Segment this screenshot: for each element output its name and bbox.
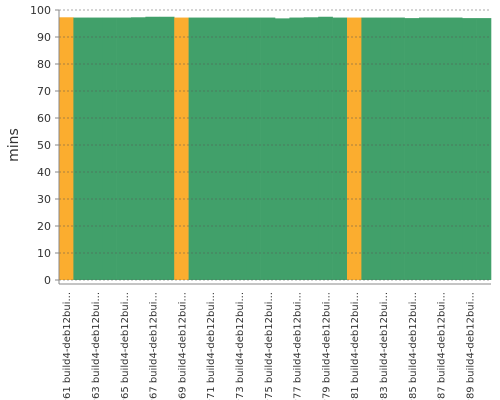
y-tick-label: 50: [37, 139, 51, 152]
area-segment: [231, 17, 247, 281]
area-segment: [303, 17, 319, 280]
x-tick-label: #81 build4-deb12bui...: [350, 292, 361, 400]
area-segment: [476, 18, 492, 280]
area-segment: [390, 17, 405, 281]
area-segment: [217, 17, 233, 281]
area-segment: [188, 17, 204, 281]
y-tick-label: 60: [37, 112, 51, 125]
area-segment: [159, 16, 175, 280]
area-segment: [318, 16, 333, 280]
x-tick-label: #63 build4-deb12bui...: [91, 292, 102, 400]
area-segment: [174, 17, 189, 281]
y-tick-label: 30: [37, 193, 51, 206]
area-segment: [419, 17, 434, 281]
area-segment: [145, 16, 161, 280]
area-segment: [87, 17, 103, 281]
area-segment: [433, 17, 449, 281]
x-tick-label: #83 build4-deb12bui...: [379, 292, 390, 400]
y-tick-label: 80: [37, 58, 51, 71]
x-tick-label: #77 build4-deb12bui...: [293, 292, 304, 400]
x-tick-label: #75 build4-deb12bui...: [264, 292, 275, 400]
y-tick-label: 20: [37, 220, 51, 233]
area-segment: [260, 17, 276, 281]
area-segment: [361, 17, 377, 281]
area-segment: [375, 17, 391, 281]
area-segment: [203, 17, 218, 281]
x-tick-label: #69 build4-deb12bui...: [177, 292, 188, 400]
y-tick-label: 10: [37, 247, 51, 260]
y-tick-label: 0: [44, 274, 51, 287]
x-tick-label: #73 build4-deb12bui...: [235, 292, 246, 400]
y-tick-label: 70: [37, 85, 51, 98]
area-segment: [275, 18, 290, 281]
area-segment: [131, 17, 146, 280]
y-tick-label: 40: [37, 166, 51, 179]
x-tick-label: #85 build4-deb12bui...: [408, 292, 419, 400]
area-segment: [289, 17, 305, 281]
area-segment: [347, 17, 362, 281]
x-tick-label: #71 build4-deb12bui...: [206, 292, 217, 400]
y-tick-label: 100: [30, 4, 51, 17]
y-tick-label: 90: [37, 31, 51, 44]
area-segment: [447, 17, 463, 281]
y-axis-label: mins: [6, 128, 22, 162]
x-tick-label: #67 build4-deb12bui...: [149, 292, 160, 400]
x-tick-label: #65 build4-deb12bui...: [120, 292, 131, 400]
x-tick-label: #89 build4-deb12bui...: [465, 292, 476, 400]
area-segment: [73, 17, 89, 281]
x-tick-label: #61 build4-deb12bui...: [62, 292, 73, 400]
x-tick-label: #87 build4-deb12bui...: [437, 292, 448, 400]
area-segment: [462, 18, 477, 280]
x-tick-label: #79 build4-deb12bui...: [321, 292, 332, 400]
area-segment: [332, 17, 348, 281]
area-segment: [404, 18, 420, 280]
area-segment: [116, 17, 132, 281]
area-segment: [246, 17, 261, 281]
area-segment: [102, 17, 117, 281]
area-segment: [59, 17, 74, 280]
